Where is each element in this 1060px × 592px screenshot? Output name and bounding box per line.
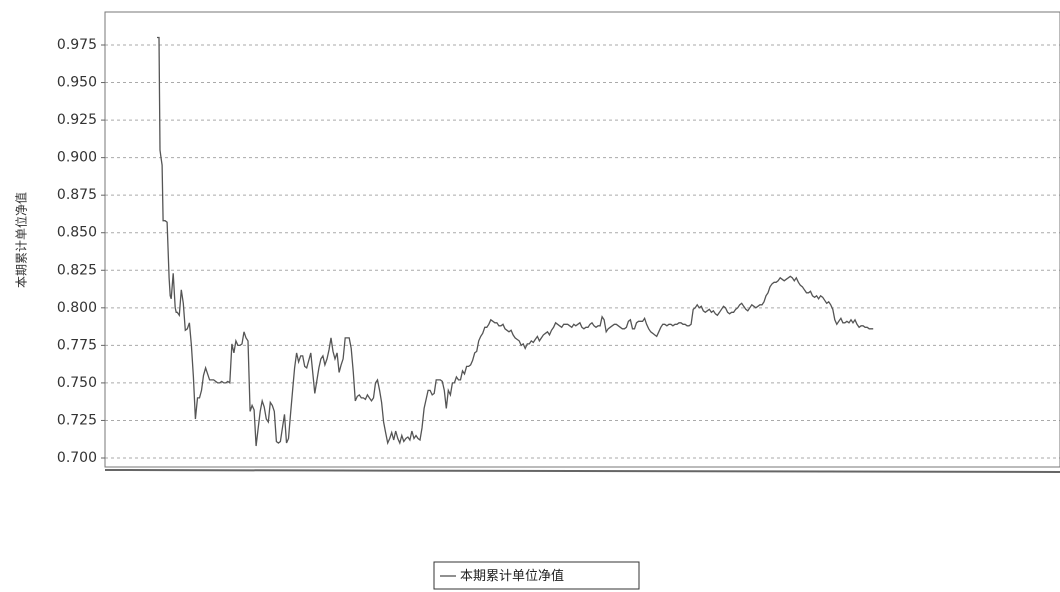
y-tick-label: 0.950 [57,75,97,91]
y-axis-label: 本期累计单位净值 [14,192,29,288]
y-tick-label: 0.875 [57,187,97,203]
legend-box [433,561,640,590]
y-tick-label: 0.800 [57,300,97,316]
y-tick-label: 0.850 [57,225,97,241]
y-tick-label: 0.975 [57,37,97,53]
legend-label: 本期累计单位净值 [460,568,564,584]
y-tick-label: 0.900 [57,150,97,166]
series-line-0 [157,36,874,447]
plot-area-frame [104,11,1060,468]
gridlines [105,44,1060,459]
y-tick-label: 0.925 [57,112,97,128]
y-tick-label: 0.825 [57,262,97,278]
series-lines [157,36,874,447]
y-tick-label: 0.775 [57,337,97,353]
y-tick-label: 0.700 [57,450,97,466]
y-tick-label: 0.725 [57,412,97,428]
x-axis-line [104,469,1060,473]
y-tick-label: 0.750 [57,375,97,391]
legend: 本期累计单位净值 [433,561,640,590]
y-tick-labels: 0.975 0.950 0.925 0.900 0.875 0.850 0.825 0.800… [57,37,105,466]
